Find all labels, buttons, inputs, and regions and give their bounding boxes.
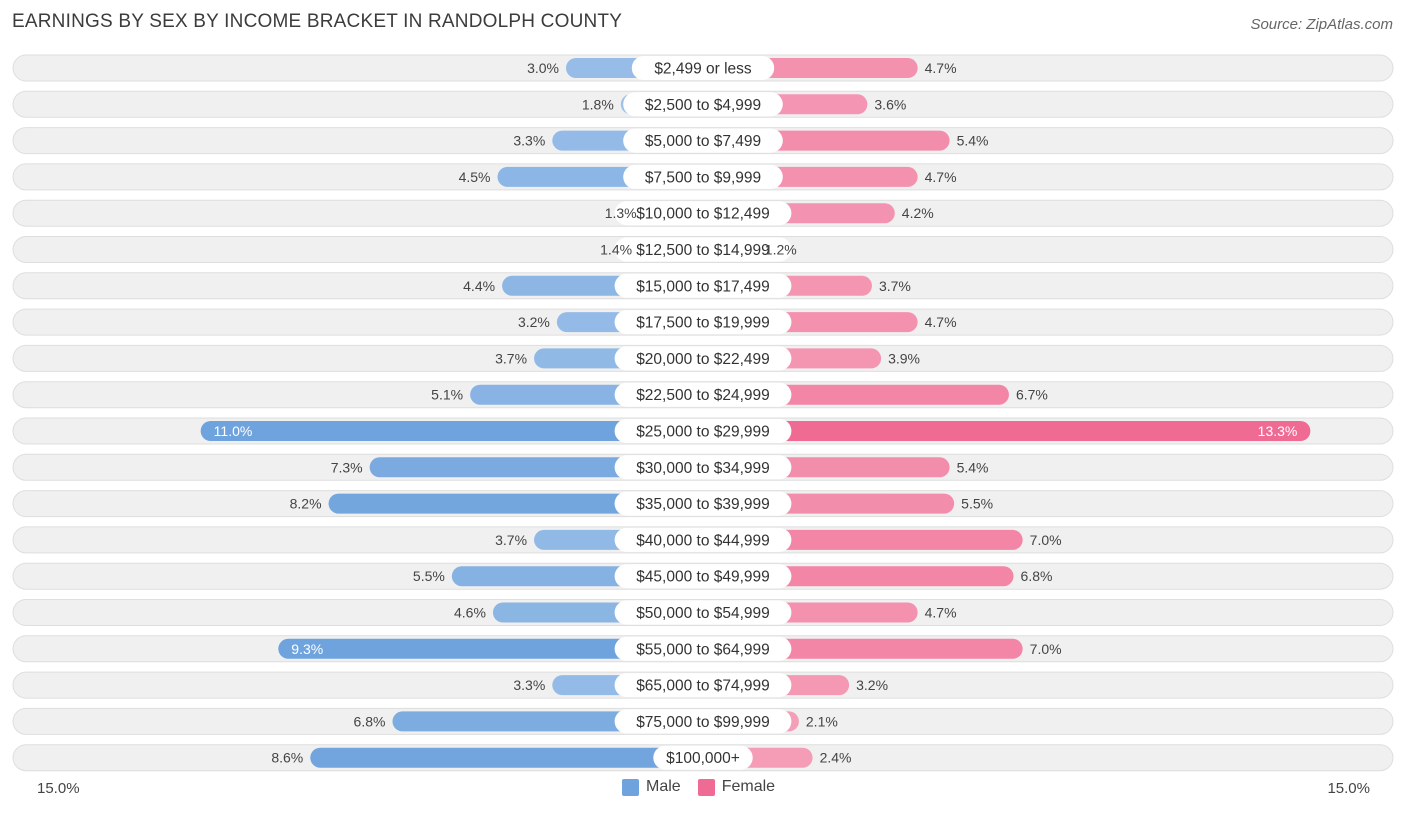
- female-value-label: 2.1%: [806, 713, 838, 729]
- category-label: $25,000 to $29,999: [636, 424, 770, 441]
- male-value-label: 3.7%: [495, 350, 527, 366]
- female-value-label: 6.7%: [1016, 387, 1048, 403]
- male-value-label: 5.5%: [413, 568, 445, 584]
- male-bar: [278, 638, 703, 659]
- axis-right-label: 15.0%: [1327, 780, 1370, 797]
- male-value-label: 1.8%: [582, 96, 614, 112]
- category-label-pill: [614, 673, 792, 698]
- legend-label-male: Male: [646, 778, 681, 795]
- female-value-label: 13.3%: [1258, 423, 1298, 439]
- male-value-label: 8.6%: [271, 750, 303, 766]
- axis-left-label: 15.0%: [37, 780, 80, 797]
- legend-swatch-female: [697, 778, 715, 796]
- female-value-label: 5.5%: [961, 496, 993, 512]
- legend-swatch-male: [622, 778, 639, 796]
- category-label-pill: [614, 346, 792, 371]
- female-value-label: 3.2%: [856, 677, 888, 693]
- legend-item-male: Male: [622, 778, 681, 796]
- legend-label-female: Female: [721, 778, 776, 795]
- male-value-label: 8.2%: [290, 496, 322, 512]
- male-value-label: 1.4%: [600, 242, 632, 258]
- category-label-pill: [614, 564, 792, 589]
- female-value-label: 4.7%: [925, 605, 957, 621]
- male-value-label: 3.7%: [495, 532, 527, 548]
- female-bar: [703, 421, 1311, 441]
- legend-item-female: Female: [697, 778, 776, 796]
- female-value-label: 4.2%: [902, 205, 934, 221]
- category-label: $55,000 to $64,999: [636, 641, 770, 658]
- category-label: $2,499 or less: [654, 61, 752, 78]
- male-value-label: 9.3%: [291, 641, 323, 657]
- female-value-label: 3.9%: [888, 350, 920, 366]
- category-label-pill: [631, 56, 775, 80]
- male-value-label: 4.6%: [454, 605, 486, 621]
- male-value-label: 6.8%: [354, 713, 386, 729]
- female-value-label: 6.8%: [1021, 568, 1053, 584]
- category-label: $7,500 to $9,999: [645, 169, 761, 186]
- category-label-pill: [653, 745, 753, 770]
- category-label: $22,500 to $24,999: [636, 387, 770, 404]
- category-label-pill: [614, 636, 792, 661]
- male-value-label: 3.0%: [527, 60, 559, 76]
- female-value-label: 4.7%: [925, 314, 957, 330]
- female-value-label: 4.7%: [925, 60, 957, 76]
- female-value-label: 2.4%: [820, 750, 852, 766]
- chart-title: EARNINGS BY SEX BY INCOME BRACKET IN RAN…: [12, 11, 623, 32]
- male-value-label: 3.3%: [513, 133, 545, 149]
- category-label: $35,000 to $39,999: [636, 496, 770, 513]
- category-label: $45,000 to $49,999: [636, 569, 770, 586]
- category-label: $40,000 to $44,999: [636, 532, 770, 549]
- male-bar: [310, 747, 703, 768]
- category-label: $15,000 to $17,499: [636, 278, 770, 295]
- category-label-pill: [623, 92, 783, 117]
- male-value-label: 3.2%: [518, 314, 550, 330]
- male-bar: [200, 421, 703, 441]
- female-value-label: 1.2%: [765, 242, 797, 258]
- female-value-label: 3.6%: [874, 96, 906, 112]
- male-value-label: 7.3%: [331, 459, 363, 475]
- category-label: $30,000 to $34,999: [636, 460, 770, 477]
- category-label: $100,000+: [666, 750, 740, 767]
- male-bar: [328, 493, 703, 514]
- category-label-pill: [623, 128, 783, 153]
- category-label: $65,000 to $74,999: [636, 678, 770, 695]
- category-label-pill: [614, 201, 792, 226]
- category-label-pill: [614, 310, 792, 335]
- category-label: $2,500 to $4,999: [645, 97, 761, 114]
- category-label-pill: [614, 237, 792, 262]
- female-value-label: 5.4%: [957, 459, 989, 475]
- male-value-label: 3.3%: [513, 677, 545, 693]
- category-label: $5,000 to $7,499: [645, 133, 761, 150]
- male-value-label: 4.5%: [459, 169, 491, 185]
- category-label: $10,000 to $12,499: [636, 206, 770, 223]
- category-label-pill: [623, 164, 783, 189]
- category-label-pill: [614, 419, 792, 443]
- source-label: Source: ZipAtlas.com: [1250, 16, 1393, 33]
- male-value-label: 1.3%: [605, 205, 637, 221]
- female-value-label: 7.0%: [1030, 532, 1062, 548]
- category-label-pill: [614, 491, 792, 516]
- category-label-pill: [614, 527, 792, 552]
- category-label-pill: [614, 273, 792, 298]
- category-label-pill: [614, 600, 792, 625]
- female-value-label: 7.0%: [1030, 641, 1062, 657]
- male-value-label: 11.0%: [214, 423, 253, 439]
- category-label: $75,000 to $99,999: [636, 714, 770, 731]
- category-label-pill: [614, 382, 792, 407]
- female-value-label: 5.4%: [957, 133, 989, 149]
- male-value-label: 4.4%: [463, 278, 495, 294]
- category-label: $12,500 to $14,999: [636, 242, 770, 259]
- category-label: $17,500 to $19,999: [636, 315, 770, 332]
- category-label-pill: [614, 709, 792, 734]
- male-value-label: 5.1%: [431, 387, 463, 403]
- legend: Male Female: [622, 778, 792, 796]
- female-value-label: 3.7%: [879, 278, 911, 294]
- category-label-pill: [614, 455, 792, 480]
- category-label: $50,000 to $54,999: [636, 605, 770, 622]
- female-value-label: 4.7%: [925, 169, 957, 185]
- category-label: $20,000 to $22,499: [636, 351, 770, 368]
